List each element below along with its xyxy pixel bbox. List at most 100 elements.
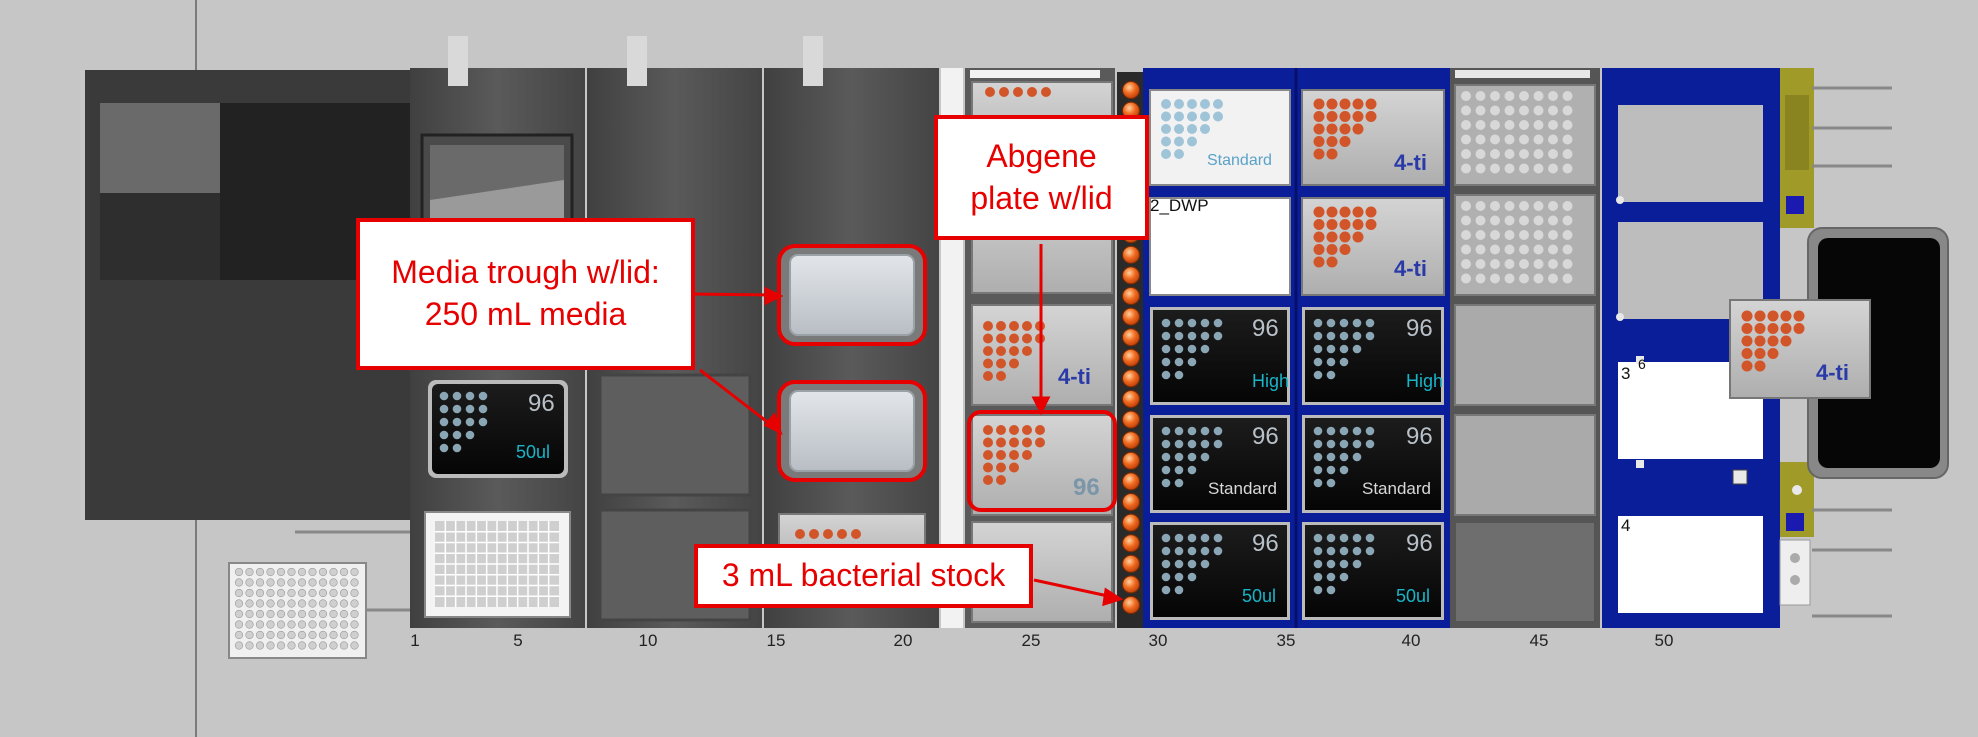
plate-well [276,578,286,587]
plate-well [983,333,993,344]
plate-well [1504,244,1515,255]
tip-dot [1187,331,1197,341]
plate-well [1313,206,1325,218]
plate-well [996,346,1006,356]
tip-dot [1352,331,1362,341]
plate-well [1793,310,1805,322]
plate-well [245,588,254,598]
plate-well [1313,148,1325,160]
plate-well [1767,348,1779,359]
tip-dot [1174,318,1184,328]
plate-well [1519,91,1529,101]
plate-well [234,641,244,650]
plate-well [1009,321,1019,331]
plate-well [1548,201,1558,211]
tip-dot [1339,452,1349,462]
plate-well [1365,219,1377,230]
tip-dot [1339,357,1349,367]
plate-well [1161,149,1171,159]
plate-well [350,620,359,629]
plate-well [297,567,307,577]
plate-well [1548,215,1558,226]
plate-well [329,567,338,577]
tip-dot [1339,331,1349,341]
plate-well [350,588,359,598]
tip-dot [465,404,475,414]
tip-dot [1326,478,1336,488]
plate-well [1533,244,1544,255]
tipbox-type-label: 50ul [516,442,551,462]
tip-dot [1326,370,1336,380]
plate-well [1754,360,1766,372]
plate-well [1754,348,1766,359]
plate-well [1022,425,1032,435]
plate-well [1548,105,1558,116]
tip-dot [1200,533,1210,543]
plate-well [983,450,993,460]
plate-well [308,620,317,629]
tip-dot [1161,546,1171,556]
plate-well [1339,219,1351,230]
tip-dot [1313,478,1323,488]
tip-dot [1326,426,1336,436]
tip-dot [1339,426,1349,436]
tip-dot [1187,533,1197,543]
plate-well [1326,219,1338,230]
plate-well [1548,134,1558,145]
slot-label-6: 6 [1638,356,1646,372]
plate-well [1562,244,1573,255]
tip-dot [1213,331,1223,341]
plate-well [1187,124,1197,134]
blue-carrier-b [1602,68,1780,628]
axis-number: 10 [638,631,658,650]
axis-number: 5 [513,631,523,650]
callout-text-line: Abgene [986,137,1097,174]
tip-dot [1187,318,1197,328]
callout-arrows [689,244,1124,607]
plate-well [1475,259,1486,269]
tip-dot [1174,452,1184,462]
plate-well [350,567,359,577]
plate-well [255,609,265,619]
plate-well [1041,87,1051,97]
bacterial-tube [1122,431,1140,450]
plate-well [1562,230,1573,240]
plate-well [287,567,296,577]
plate-well [1461,91,1471,101]
plate-well [1161,111,1171,122]
plate-well [1461,259,1471,269]
tip-dot [1213,439,1223,449]
tip-dot [1187,357,1197,367]
plate-well [266,630,275,640]
plate-well [1475,201,1486,211]
plate-well [1548,120,1558,130]
tip-dot [1339,533,1349,543]
plate-well [1754,310,1766,322]
plate-well [1519,230,1529,240]
tip-dot [1187,439,1197,449]
plate-well [1475,120,1486,130]
plate-well [318,609,328,619]
plate-well [1313,231,1325,243]
plate-well [245,630,254,640]
plate-well [266,609,275,619]
plate-well [1519,215,1529,226]
plate-well [1213,99,1223,109]
bacterial-tube [1122,348,1140,367]
plate-well [287,630,296,640]
tip-dot [1326,439,1336,449]
plate-well [1187,99,1197,109]
plate-2dwp [1149,197,1291,296]
plate-well [339,630,349,640]
grid-plate [424,511,571,618]
tip-dot [452,443,462,453]
plate-well [350,578,359,587]
plate-well [1339,244,1351,255]
tip-dot [1174,344,1184,354]
plate-well [255,599,265,608]
plate-well [996,437,1006,448]
plate-well [1562,201,1573,211]
plate-well [1741,348,1753,359]
plate-4ti-label: 4-ti [1058,364,1091,389]
